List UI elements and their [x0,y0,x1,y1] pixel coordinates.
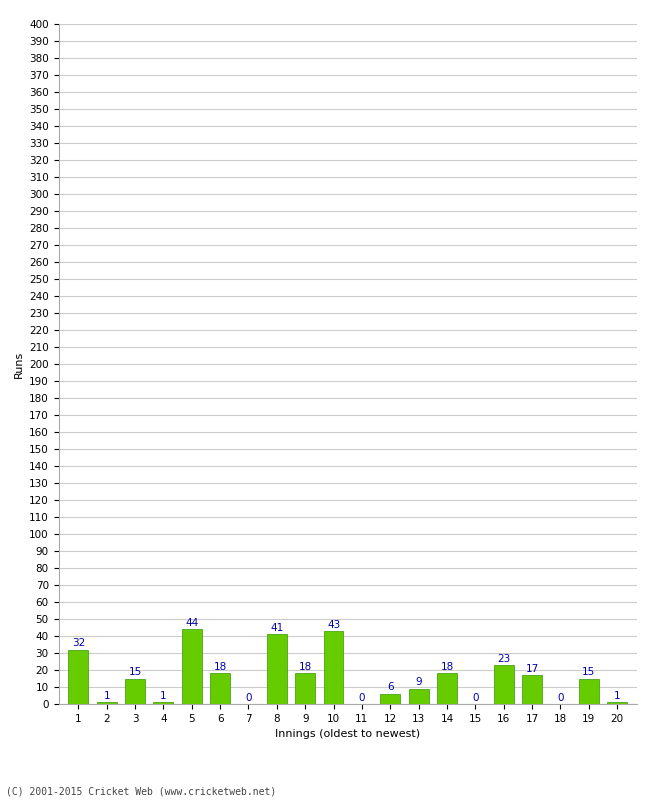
Text: 0: 0 [359,693,365,702]
Bar [267,634,287,704]
Bar [607,702,627,704]
Text: 43: 43 [327,619,340,630]
Text: 32: 32 [72,638,85,648]
Text: 15: 15 [129,667,142,677]
Bar [522,675,542,704]
Bar [380,694,400,704]
Bar [68,650,88,704]
Text: (C) 2001-2015 Cricket Web (www.cricketweb.net): (C) 2001-2015 Cricket Web (www.cricketwe… [6,786,277,796]
Text: 1: 1 [160,691,167,701]
Text: 17: 17 [525,664,539,674]
Text: 1: 1 [614,691,621,701]
Bar [97,702,116,704]
Bar [210,674,230,704]
Text: 0: 0 [557,693,564,702]
Bar [295,674,315,704]
X-axis label: Innings (oldest to newest): Innings (oldest to newest) [275,730,421,739]
Text: 1: 1 [103,691,110,701]
Text: 0: 0 [245,693,252,702]
Bar [125,678,145,704]
Text: 0: 0 [472,693,478,702]
Bar [494,665,514,704]
Text: 41: 41 [270,623,283,633]
Text: 18: 18 [441,662,454,672]
Y-axis label: Runs: Runs [14,350,23,378]
Text: 9: 9 [415,678,422,687]
Text: 23: 23 [497,654,510,663]
Text: 18: 18 [213,662,227,672]
Text: 44: 44 [185,618,198,628]
Bar [324,631,343,704]
Text: 18: 18 [298,662,312,672]
Bar [579,678,599,704]
Bar [182,629,202,704]
Bar [153,702,174,704]
Bar [409,689,428,704]
Text: 6: 6 [387,682,394,693]
Bar [437,674,457,704]
Text: 15: 15 [582,667,595,677]
